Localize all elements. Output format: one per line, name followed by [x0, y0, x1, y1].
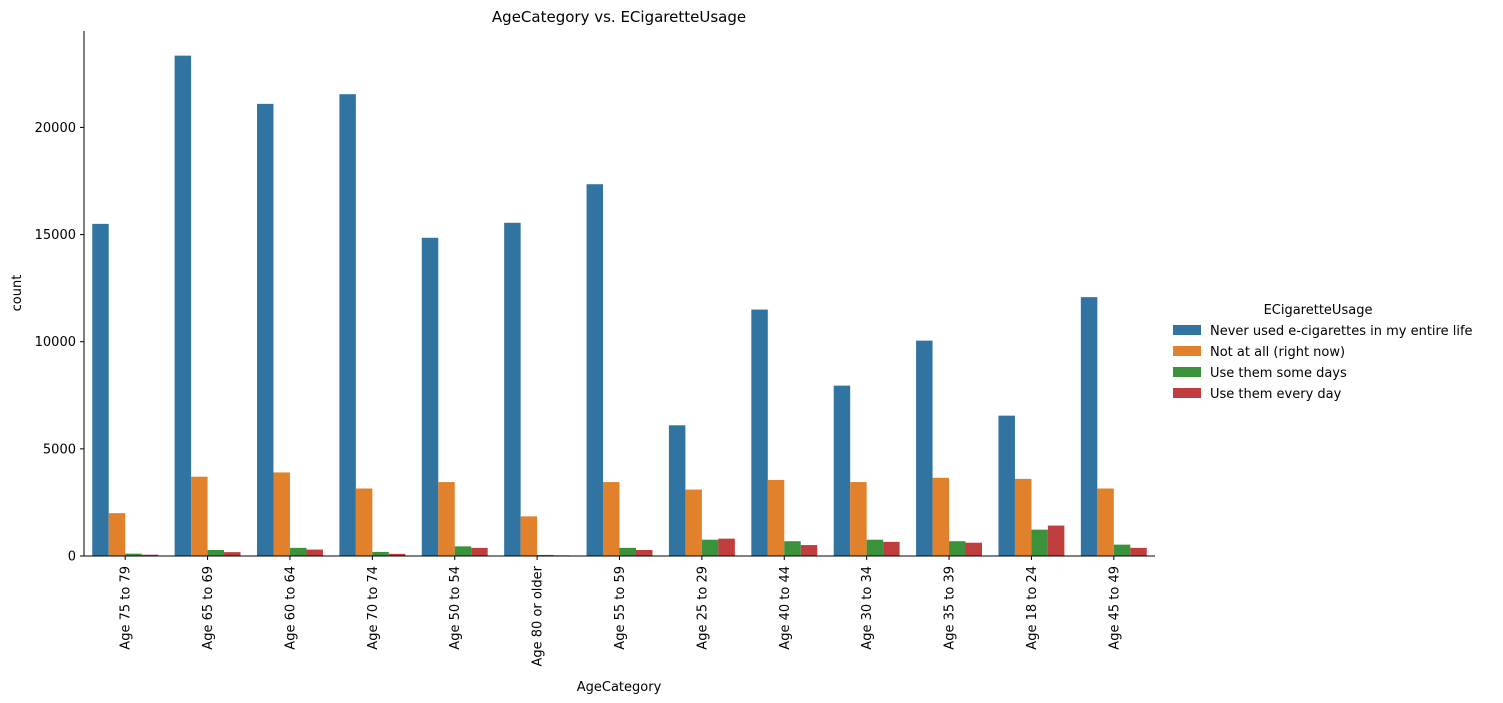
bar — [1014, 478, 1032, 556]
bar — [537, 554, 554, 556]
bar — [454, 546, 472, 556]
plot-area: 0 5000 10000 15000 20000 Age 75 to 79 Age 65 t… — [35, 31, 1155, 667]
chart-title: AgeCategory vs. ECigaretteUsage — [492, 8, 746, 26]
bar — [751, 309, 768, 556]
bar — [355, 488, 373, 556]
bar — [306, 549, 323, 556]
bar — [1031, 529, 1048, 556]
x-tick-label: Age 75 to 79 — [119, 566, 134, 650]
bar — [257, 103, 274, 557]
bar — [685, 489, 702, 556]
bar — [718, 538, 735, 556]
bar — [949, 541, 966, 556]
legend-swatch — [1173, 367, 1201, 377]
y-tick-label: 15000 — [35, 228, 76, 243]
bar — [883, 541, 900, 556]
x-tick-label: Age 80 or older — [531, 565, 546, 666]
legend-swatch — [1173, 346, 1201, 356]
bar — [339, 94, 356, 557]
x-tick-label: Age 30 to 34 — [860, 566, 875, 650]
x-axis-label: AgeCategory — [577, 680, 662, 695]
y-tick-label: 0 — [68, 550, 76, 565]
x-tick-label: Age 55 to 59 — [613, 566, 628, 650]
bar — [1080, 297, 1098, 556]
legend-entry-label: Not at all (right now) — [1210, 345, 1345, 360]
y-axis-label: count — [10, 275, 25, 312]
legend: ECigaretteUsage Never used e-cigarettes … — [1173, 303, 1473, 402]
bar — [800, 545, 818, 556]
x-tick-label: Age 50 to 54 — [448, 566, 463, 650]
bar — [784, 541, 801, 556]
bar — [504, 222, 521, 557]
y-tick-label: 5000 — [43, 442, 76, 457]
bar — [207, 550, 225, 556]
bar — [273, 472, 290, 556]
bar — [1130, 547, 1147, 556]
x-tick-label: Age 25 to 29 — [695, 566, 710, 650]
bar — [998, 415, 1015, 556]
bar — [108, 513, 126, 556]
bar — [668, 425, 686, 556]
x-tick-label: Age 40 to 44 — [778, 566, 793, 650]
bar — [619, 547, 636, 556]
bar — [421, 237, 439, 557]
bar — [850, 482, 867, 556]
x-tick-label: Age 18 to 24 — [1025, 566, 1040, 650]
bar — [965, 542, 982, 556]
bar — [932, 477, 950, 556]
legend-swatch — [1173, 325, 1201, 335]
bar — [1097, 488, 1114, 556]
x-tick-label: Age 45 to 49 — [1107, 566, 1122, 650]
bar — [767, 479, 785, 556]
bar — [833, 385, 851, 556]
legend-entry-label: Use them some days — [1210, 366, 1347, 381]
bar — [125, 553, 142, 556]
legend-title: ECigaretteUsage — [1264, 303, 1373, 318]
bar — [866, 539, 884, 556]
bar — [289, 547, 307, 556]
legend-entry-label: Never used e-cigarettes in my entire lif… — [1210, 324, 1473, 339]
x-tick-label: Age 35 to 39 — [943, 566, 958, 650]
bar — [92, 223, 109, 557]
x-tick-label: Age 60 to 64 — [283, 566, 298, 650]
bar — [471, 547, 488, 556]
bar — [916, 340, 933, 556]
bar — [635, 550, 653, 556]
bar — [1047, 525, 1065, 556]
bar — [1113, 544, 1131, 556]
bar — [586, 184, 604, 556]
x-tick-label: Age 70 to 74 — [366, 566, 381, 650]
bar — [520, 516, 538, 556]
legend-entry-label: Use them every day — [1210, 387, 1342, 402]
x-tick-label: Age 65 to 69 — [201, 566, 216, 650]
y-tick-label: 10000 — [35, 335, 76, 350]
bar — [174, 55, 192, 556]
y-tick-label: 20000 — [35, 121, 76, 136]
bar — [372, 551, 389, 556]
bar — [438, 482, 455, 556]
bar — [224, 552, 241, 556]
bar — [388, 553, 406, 556]
bar — [141, 554, 159, 556]
bar — [191, 476, 208, 556]
bar — [701, 539, 719, 556]
bar — [603, 482, 620, 556]
legend-swatch — [1173, 388, 1201, 398]
